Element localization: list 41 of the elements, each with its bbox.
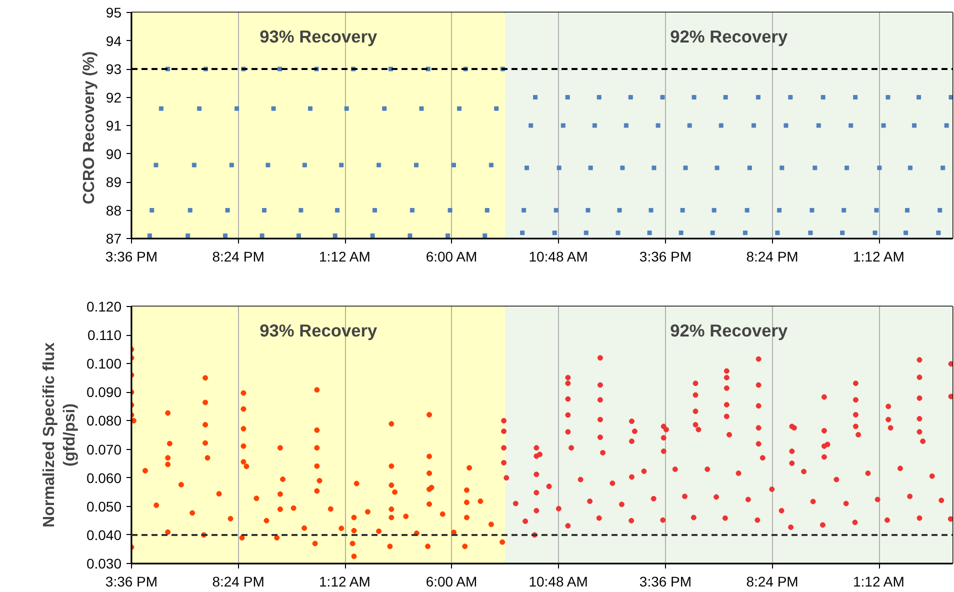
x-tick-label: 1:12 AM bbox=[319, 574, 370, 590]
band-label: 92% Recovery bbox=[670, 26, 788, 46]
x-tick-label: 1:12 AM bbox=[853, 574, 904, 590]
x-tick-label: 1:12 AM bbox=[319, 248, 370, 264]
y-tick-label: 93 bbox=[106, 61, 122, 77]
y-tick-label: 90 bbox=[106, 146, 122, 162]
x-tick-label: 8:24 PM bbox=[746, 248, 798, 264]
y-tick-label: 94 bbox=[106, 32, 122, 49]
x-tick-label: 8:24 PM bbox=[746, 574, 798, 590]
x-tick-label: 6:00 AM bbox=[426, 248, 478, 264]
x-tick-label: 8:24 PM bbox=[212, 248, 264, 264]
x-tick-label: 1:12 AM bbox=[853, 248, 904, 264]
y-tick-label: 0.090 bbox=[86, 384, 122, 400]
y-tick-label: 0.050 bbox=[86, 498, 122, 514]
x-tick-label: 3:36 PM bbox=[639, 574, 692, 590]
y-axis-title: Normalized Specific flux (gfd/psi) bbox=[41, 342, 78, 528]
x-tick-label: 10:48 AM bbox=[528, 574, 588, 590]
y-tick-label: 0.100 bbox=[86, 356, 122, 372]
x-tick-label: 3:36 PM bbox=[639, 248, 692, 264]
y-axis-title: CCRO Recovery (%) bbox=[80, 51, 98, 204]
y-tick-label: 0.030 bbox=[86, 556, 122, 572]
x-tick-label: 3:36 PM bbox=[105, 574, 158, 590]
y-tick-label: 0.070 bbox=[86, 441, 122, 458]
y-tick-label: 0.060 bbox=[86, 470, 122, 486]
band-label: 92% Recovery bbox=[670, 320, 788, 340]
y-tick-label: 0.110 bbox=[88, 327, 122, 344]
x-tick-label: 3:36 PM bbox=[105, 248, 158, 264]
y-tick-label: 91 bbox=[106, 118, 122, 134]
x-tick-label: 6:00 AM bbox=[426, 574, 478, 590]
y-tick-label: 87 bbox=[106, 230, 122, 246]
y-tick-label: 0.080 bbox=[86, 412, 122, 429]
y-tick-label: 0.040 bbox=[86, 526, 122, 543]
band-label: 93% Recovery bbox=[260, 26, 378, 46]
y-tick-label: 89 bbox=[106, 174, 122, 190]
band-label: 93% Recovery bbox=[260, 320, 378, 340]
y-tick-label: 0.120 bbox=[86, 298, 122, 314]
y-tick-label: 92 bbox=[106, 89, 122, 106]
y-tick-label: 95 bbox=[106, 4, 122, 20]
x-tick-label: 10:48 AM bbox=[528, 248, 588, 264]
x-tick-label: 8:24 PM bbox=[212, 574, 264, 590]
y-tick-label: 88 bbox=[106, 202, 122, 218]
